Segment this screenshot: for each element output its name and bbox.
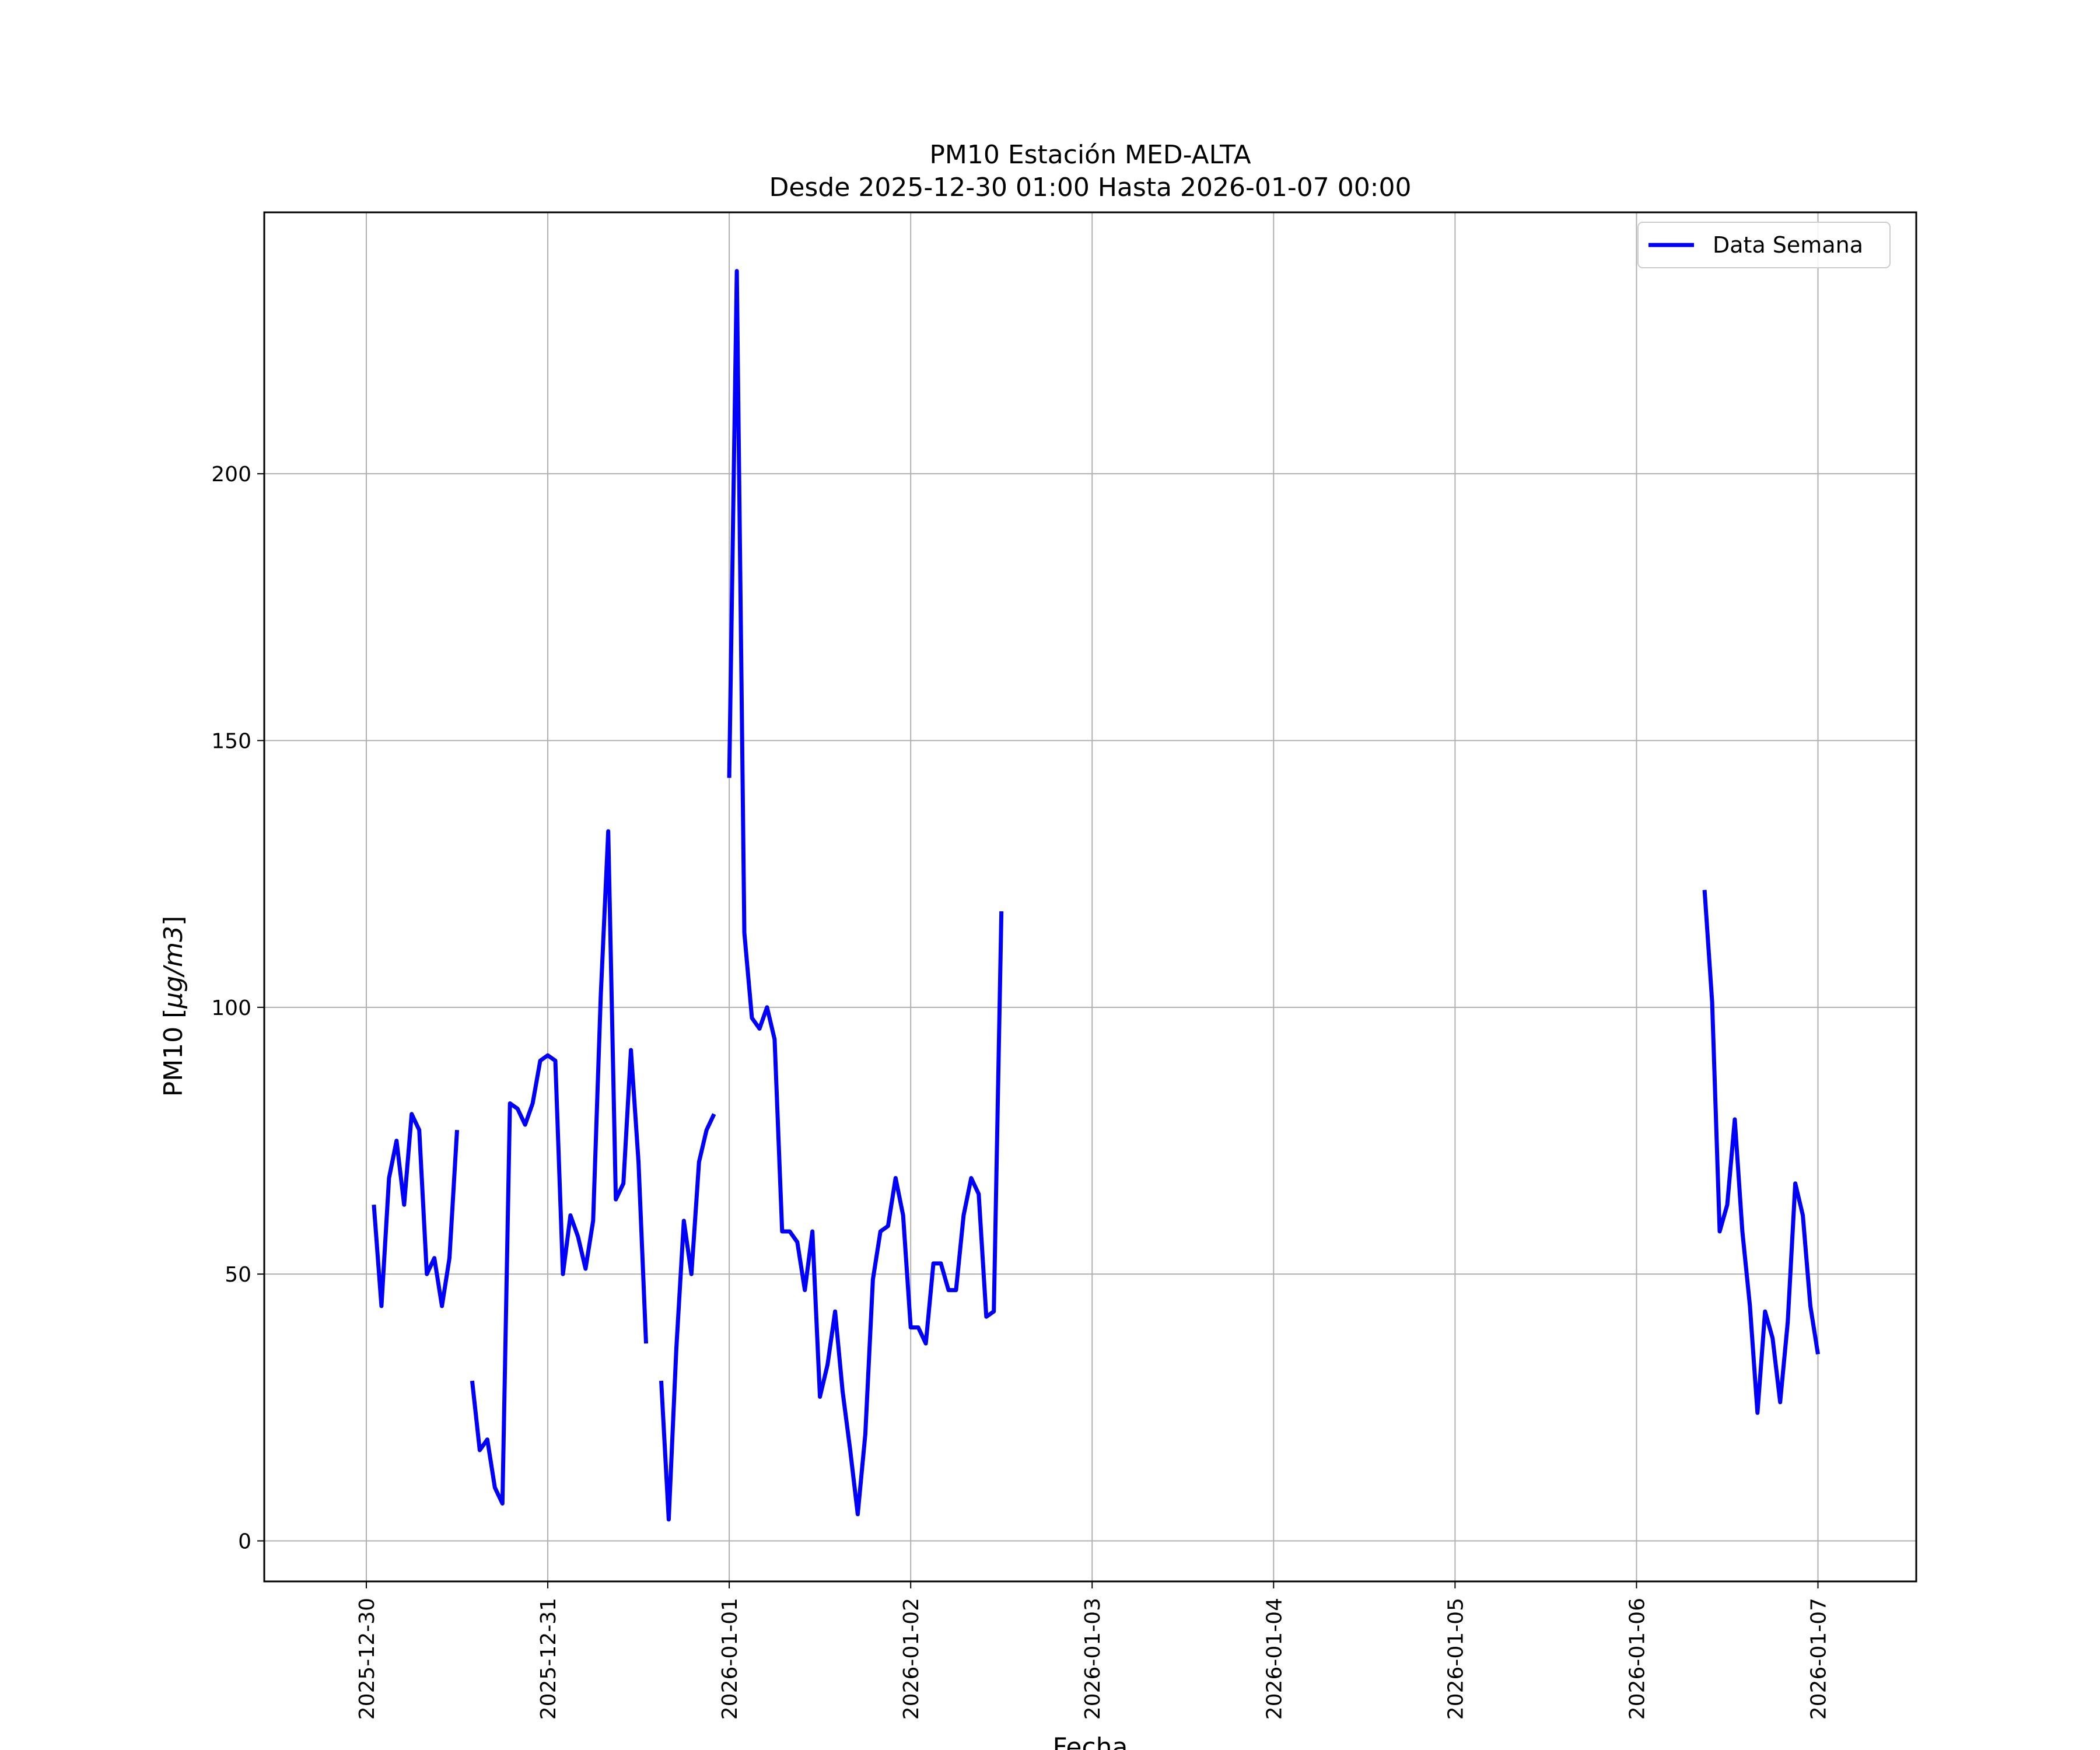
y-tick-label: 0 [238, 1530, 251, 1553]
x-tick-label: 2026-01-05 [1444, 1598, 1468, 1720]
series-line-segment [659, 1113, 716, 1522]
gridlines [264, 212, 1916, 1581]
plot-area [372, 269, 1820, 1522]
y-axis-label-suffix: ] [159, 916, 188, 926]
y-axis-label-prefix: PM10 [ [159, 1009, 188, 1097]
x-tick-label: 2026-01-04 [1262, 1598, 1286, 1720]
legend-label: Data Semana [1713, 232, 1863, 258]
y-tick-label: 50 [225, 1263, 251, 1287]
series-line-segment [727, 269, 1004, 1517]
y-tick-label: 100 [211, 996, 251, 1020]
series-line-segment [1702, 890, 1820, 1415]
x-tick-label: 2026-01-02 [900, 1598, 923, 1720]
chart-title: PM10 Estación MED-ALTA [929, 140, 1251, 170]
y-tick-label: 150 [211, 730, 251, 754]
x-axis-label: Fecha [1052, 1732, 1128, 1750]
legend-box [1637, 222, 1891, 268]
x-tick-label: 2026-01-07 [1807, 1598, 1831, 1720]
y-tick-label: 200 [211, 463, 251, 487]
y-axis-label-unit: µg/m3 [159, 926, 188, 1009]
y-axis-ticks: 0 50 100 150 200 [211, 463, 264, 1553]
axes-frame [263, 211, 1917, 1583]
x-tick-label: 2025-12-30 [355, 1598, 379, 1720]
x-axis-ticks: 2025-12-30 2025-12-31 2026-01-01 2026-01-02… [355, 1581, 1831, 1720]
series-line-segment [372, 1112, 459, 1308]
x-tick-label: 2026-01-01 [718, 1598, 742, 1720]
y-axis-label: PM10 [µg/m3] [159, 916, 188, 1097]
x-tick-label: 2026-01-06 [1625, 1598, 1649, 1720]
series-line-segment [470, 829, 648, 1506]
legend: Data Semana [1637, 222, 1891, 268]
x-tick-label: 2025-12-31 [537, 1598, 561, 1720]
x-tick-label: 2026-01-03 [1081, 1598, 1105, 1720]
chart-subtitle: Desde 2025-12-30 01:00 Hasta 2026-01-07 … [769, 173, 1411, 202]
